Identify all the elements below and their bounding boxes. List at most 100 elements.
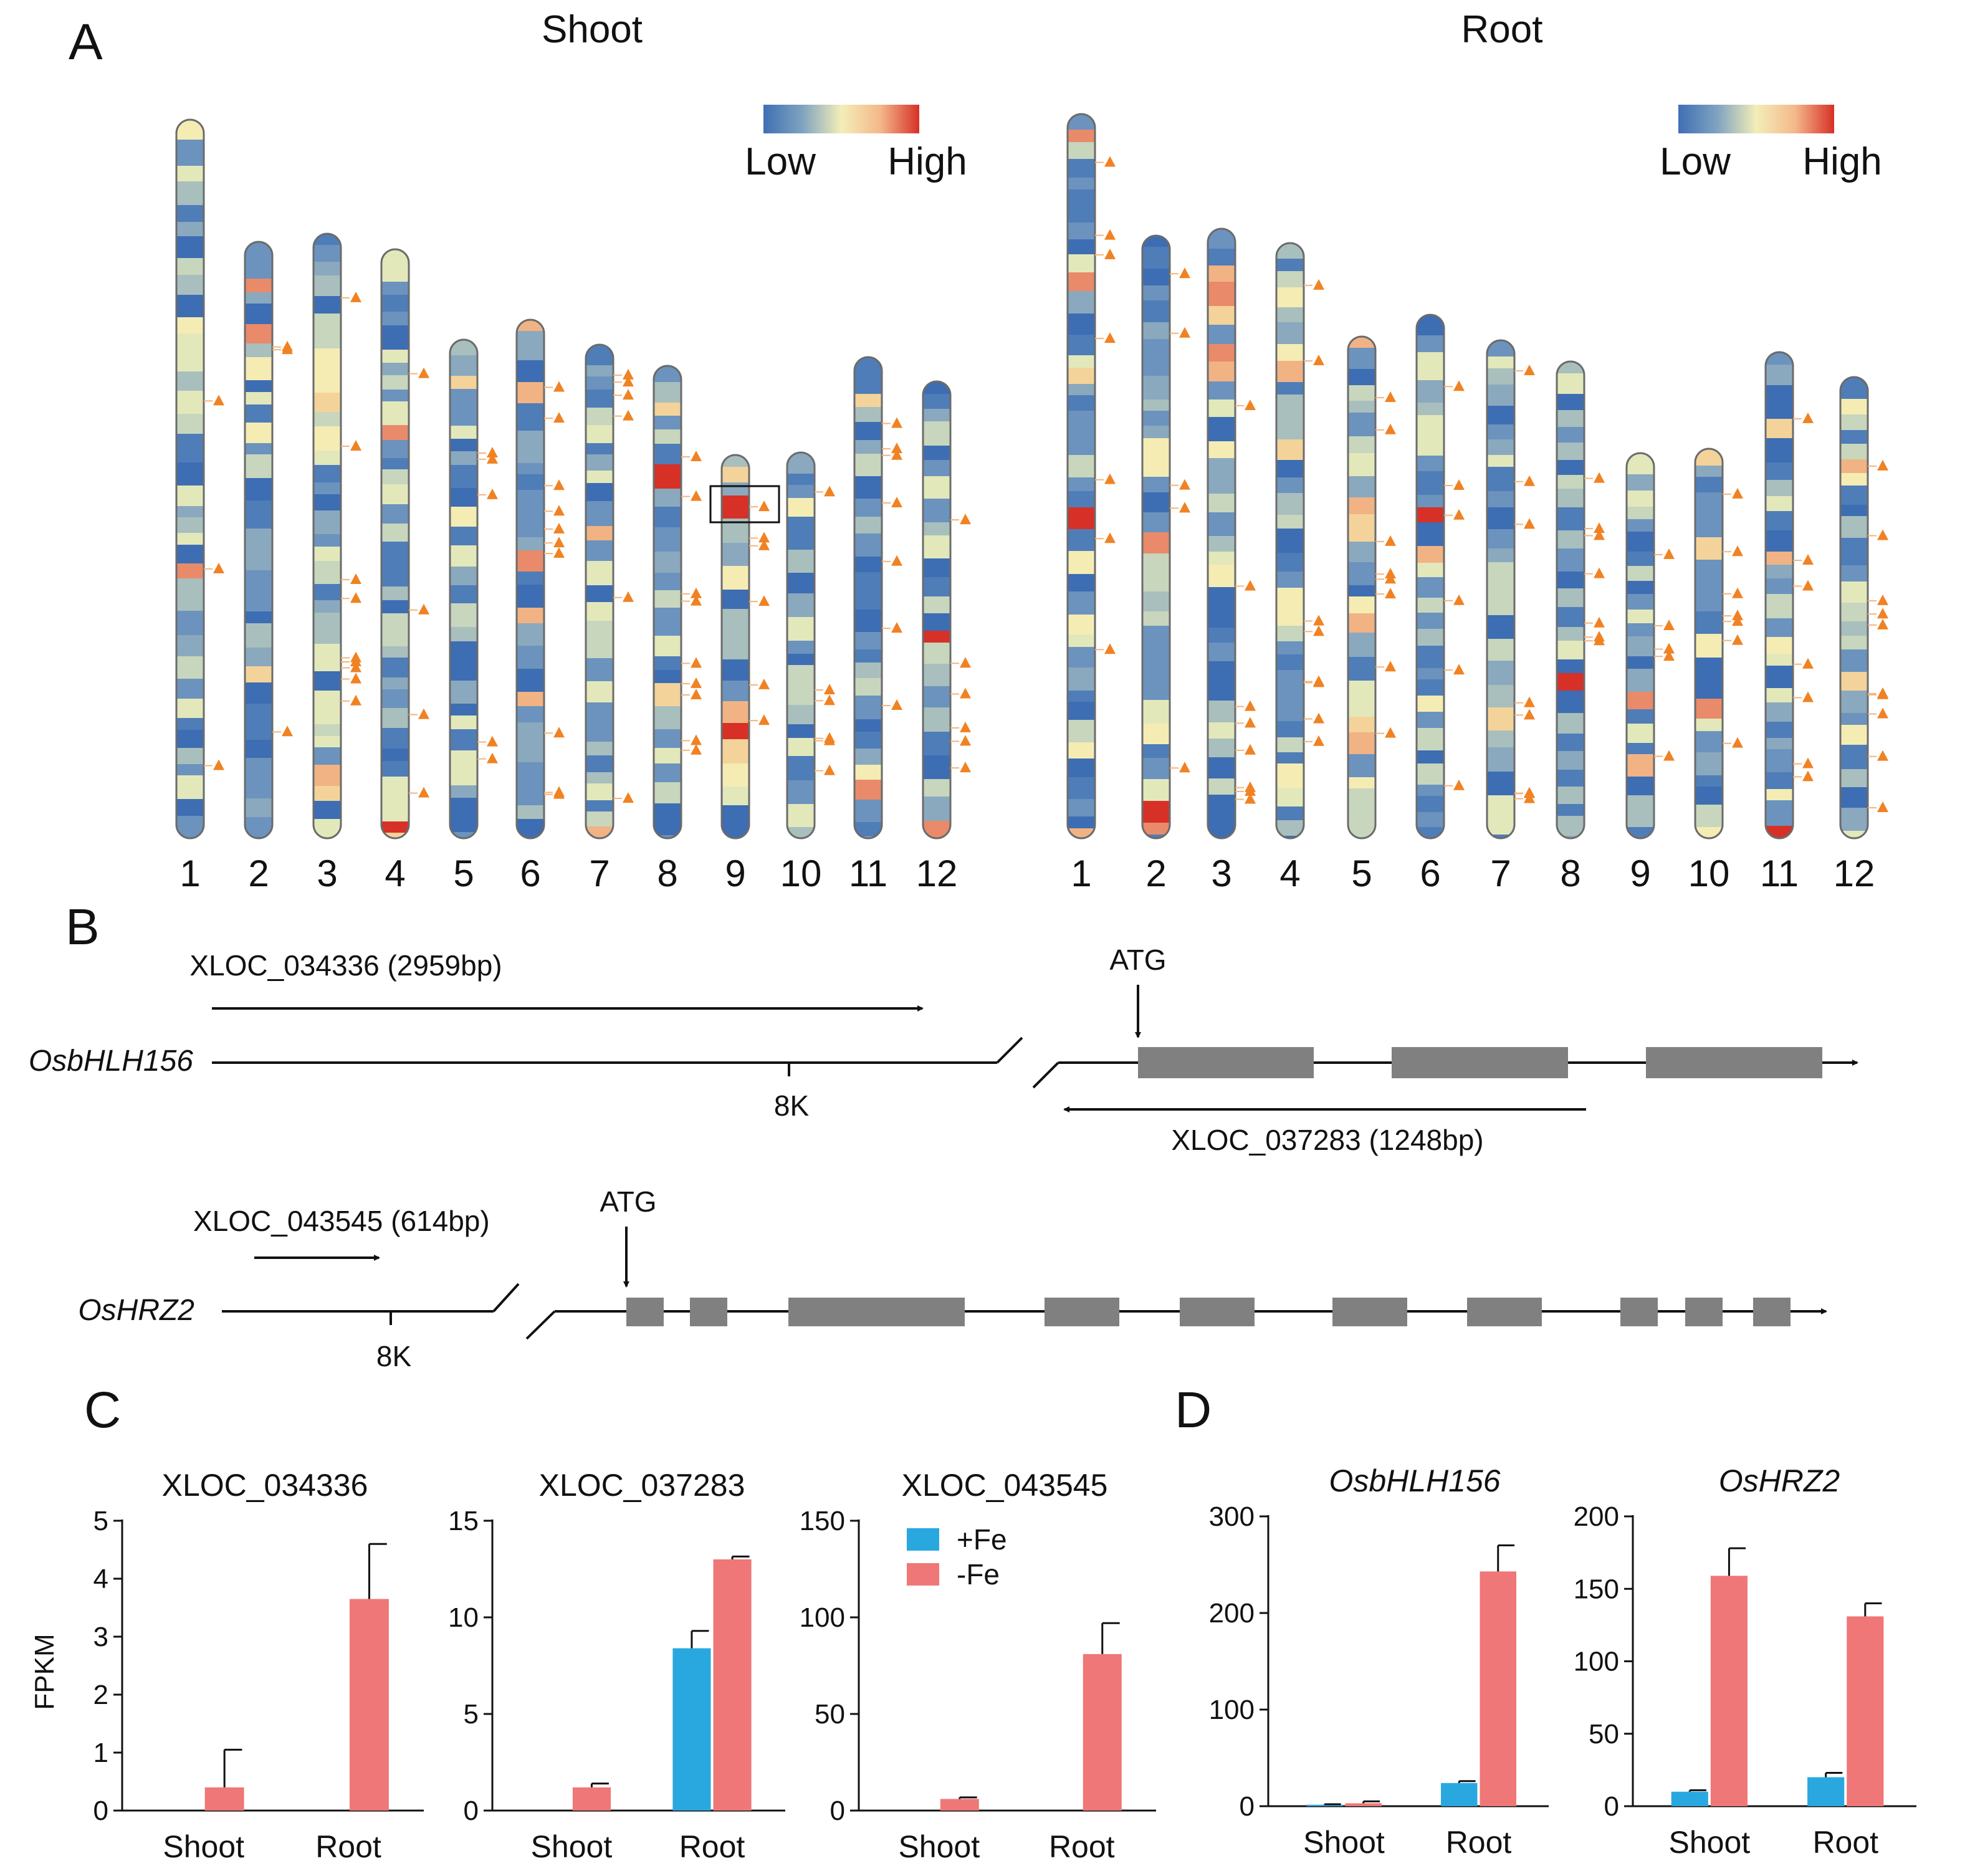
- heat-band: [787, 593, 815, 618]
- heat-band: [176, 486, 204, 507]
- lncrna-marker: [758, 532, 770, 543]
- lncrna-marker: [1802, 554, 1814, 565]
- color-scale-bar: [763, 105, 919, 133]
- exon: [1332, 1298, 1407, 1326]
- chart-title: XLOC_034336: [162, 1468, 368, 1503]
- heat-band: [1276, 553, 1304, 572]
- chromosome-12: 12: [1834, 376, 1888, 894]
- chromosome-3: 3: [312, 232, 361, 894]
- heat-band: [586, 376, 613, 390]
- y-tick-label: 0: [830, 1796, 845, 1826]
- heat-band: [381, 325, 409, 350]
- break-mark: [492, 1283, 520, 1313]
- heat-band: [923, 381, 950, 395]
- heat-band: [923, 643, 950, 664]
- chromosome-label: 6: [520, 853, 540, 894]
- heat-band: [586, 681, 613, 703]
- chromosome-5: 5: [449, 338, 498, 894]
- heat-band: [654, 403, 681, 416]
- heat-band: [450, 507, 477, 527]
- heat-band: [1142, 512, 1170, 533]
- heat-band: [586, 540, 613, 562]
- heat-band: [176, 166, 204, 182]
- heat-band: [313, 736, 341, 748]
- heat-band: [1417, 546, 1444, 563]
- heat-band: [1068, 368, 1095, 385]
- heat-band: [1348, 824, 1375, 838]
- heat-band: [1840, 745, 1868, 770]
- y-tick-label: 2: [93, 1680, 108, 1710]
- bar-minus-fe: [204, 1787, 244, 1811]
- heat-band: [176, 181, 204, 206]
- heat-band: [722, 659, 749, 681]
- heat-band: [787, 738, 815, 757]
- heat-band: [313, 658, 341, 672]
- chart-title: XLOC_037283: [539, 1468, 745, 1503]
- heat-band: [923, 460, 950, 477]
- lncrna-marker: [1802, 658, 1814, 669]
- heat-band: [1142, 758, 1170, 780]
- chromosomes-root: 1 2 3 4 5 6 7 8 9 10 11 12: [1066, 113, 1888, 894]
- lncrna-marker: [1385, 588, 1396, 599]
- heat-band: [1627, 566, 1654, 581]
- heat-band: [1840, 713, 1868, 725]
- heat-band: [1208, 458, 1235, 472]
- heat-band: [854, 610, 882, 633]
- heat-band: [313, 724, 341, 737]
- heat-band: [1068, 477, 1095, 492]
- heat-band: [245, 279, 272, 293]
- chromosome-label: 4: [385, 853, 405, 894]
- heat-band: [1695, 719, 1723, 732]
- heat-band: [1487, 685, 1514, 708]
- heat-band: [1840, 505, 1868, 517]
- heat-band: [517, 320, 544, 332]
- heat-band: [1840, 621, 1868, 636]
- heat-band: [313, 465, 341, 483]
- heat-band: [245, 500, 272, 514]
- heat-band: [586, 425, 613, 444]
- heat-band: [923, 707, 950, 732]
- chromosome-label: 9: [1630, 853, 1650, 894]
- heat-band: [1840, 808, 1868, 831]
- chromosome-bands: [722, 455, 749, 838]
- heat-band: [586, 513, 613, 527]
- lncrna-marker: [891, 449, 902, 460]
- chromosome-bands: [1417, 315, 1444, 838]
- legend-low-label: Low: [1660, 140, 1731, 183]
- heat-band: [1695, 449, 1723, 466]
- heat-band: [1487, 467, 1514, 492]
- chromosome-bands: [1627, 453, 1654, 838]
- heat-band: [586, 501, 613, 514]
- chromosome-bands: [176, 120, 204, 838]
- heat-band: [654, 366, 681, 383]
- heat-band: [381, 761, 409, 777]
- heat-band: [517, 646, 544, 669]
- heat-band: [586, 772, 613, 784]
- heat-band: [245, 324, 272, 344]
- chromosome-label: 2: [1145, 853, 1166, 894]
- chromosome-outline: [922, 380, 952, 840]
- lncrna-marker: [1802, 580, 1814, 591]
- chart-title: OsHRZ2: [1719, 1463, 1840, 1498]
- chromosome-4: 4: [380, 248, 429, 894]
- heat-band: [654, 552, 681, 573]
- legend-label-plus-fe: +Fe: [957, 1523, 1007, 1556]
- heat-band: [1348, 413, 1375, 437]
- heat-band: [1068, 634, 1095, 648]
- heat-band: [176, 799, 204, 816]
- lncrna-marker: [960, 721, 971, 732]
- lncrna-marker: [418, 708, 429, 719]
- heat-band: [854, 632, 882, 650]
- heat-band: [1208, 778, 1235, 795]
- lncrna-marker: [1663, 750, 1675, 761]
- lncrna-marker: [1877, 608, 1888, 619]
- lncrna-marker: [758, 714, 770, 725]
- heat-band: [1276, 610, 1304, 626]
- chromosome-3: 3: [1207, 227, 1256, 894]
- heat-band: [245, 392, 272, 405]
- heat-band: [1487, 455, 1514, 467]
- heat-band: [923, 797, 950, 821]
- heat-band: [381, 312, 409, 326]
- lncrna-marker: [1732, 487, 1743, 499]
